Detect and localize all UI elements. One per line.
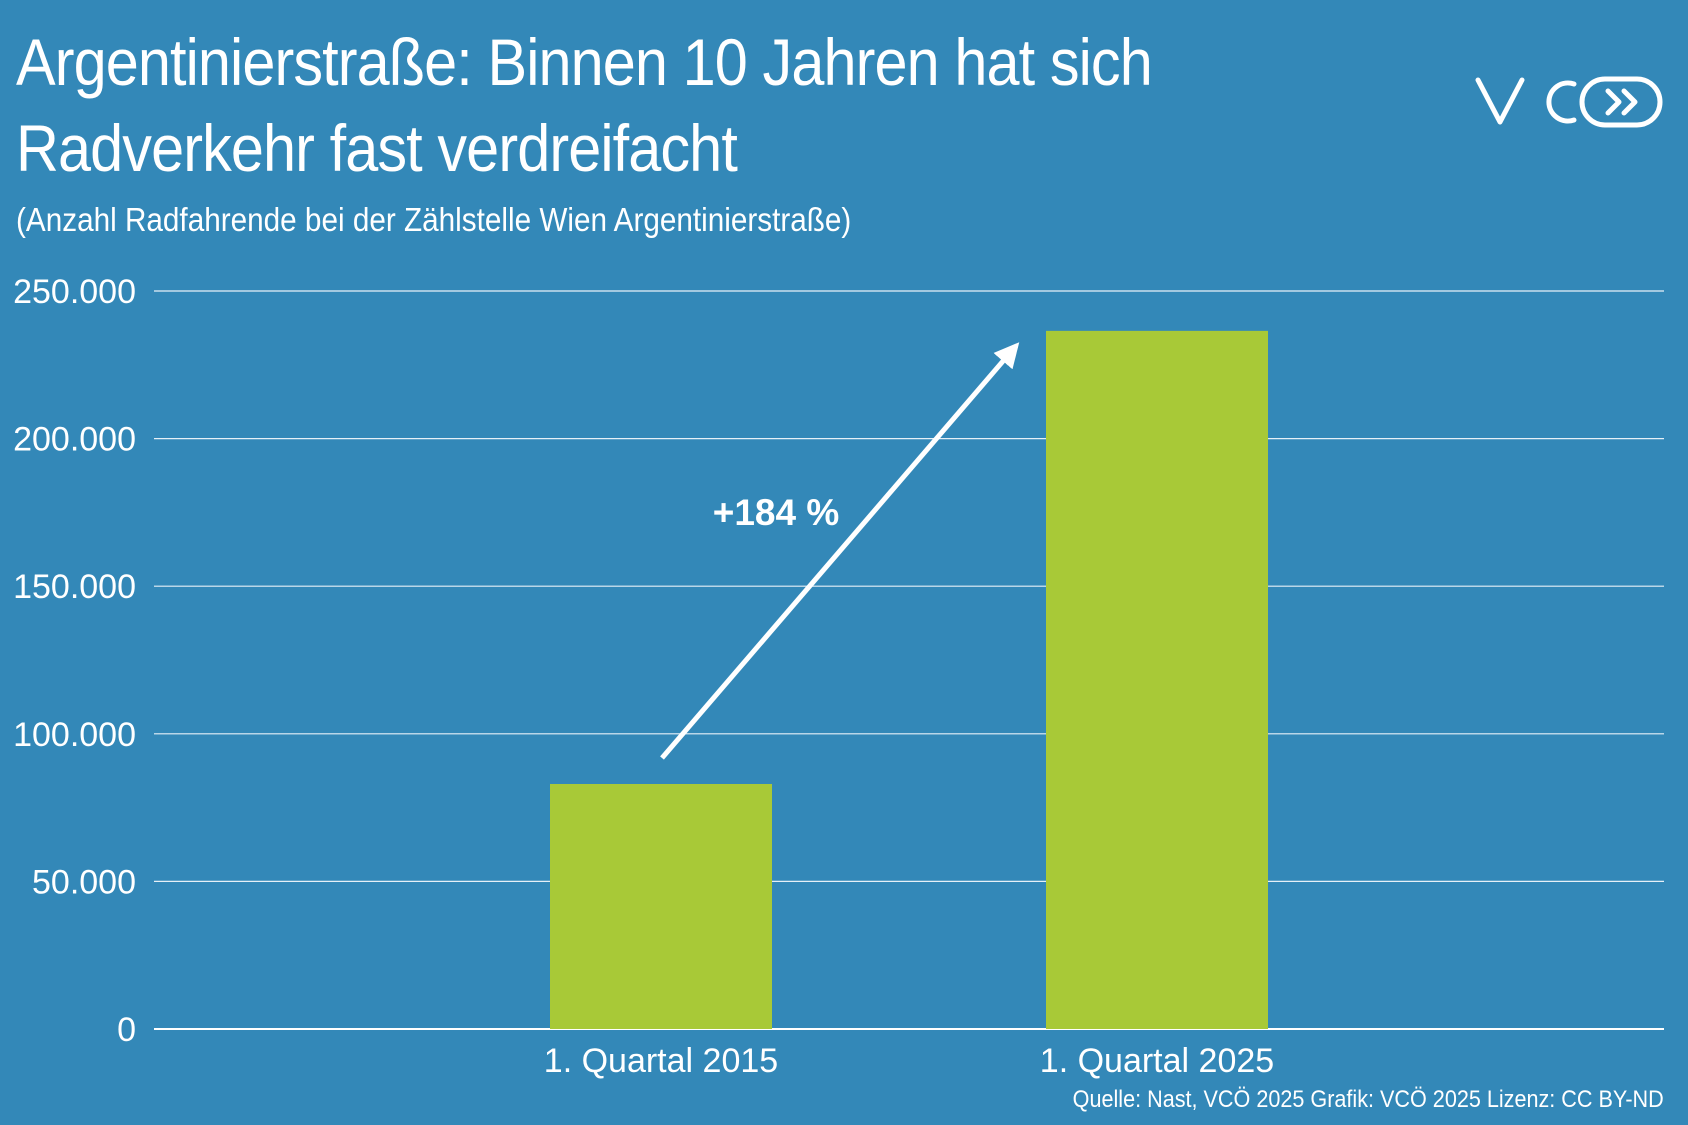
vco-logo-icon: [1475, 76, 1663, 128]
x-tick-label: 1. Quartal 2015: [544, 1042, 778, 1080]
growth-annotation-label: +184 %: [713, 492, 840, 533]
y-tick-label: 250.000: [13, 273, 136, 311]
y-tick-label: 100.000: [13, 716, 136, 754]
y-tick-label: 50.000: [32, 863, 136, 901]
source-note: Quelle: Nast, VCÖ 2025 Grafik: VCÖ 2025 …: [1072, 1086, 1664, 1113]
y-tick-label: 0: [117, 1011, 136, 1049]
bar: [1046, 330, 1268, 1029]
bar: [550, 783, 772, 1029]
chart-title-line-2: Radverkehr fast verdreifacht: [16, 111, 738, 185]
y-tick-label: 200.000: [13, 421, 136, 459]
x-tick-label: 1. Quartal 2025: [1040, 1042, 1274, 1080]
growth-arrow: [660, 342, 1020, 760]
chart-title-line-1: Argentinierstraße: Binnen 10 Jahren hat …: [16, 25, 1153, 99]
chart-subtitle: (Anzahl Radfahrende bei der Zählstelle W…: [16, 201, 852, 238]
y-tick-label: 150.000: [13, 568, 136, 606]
